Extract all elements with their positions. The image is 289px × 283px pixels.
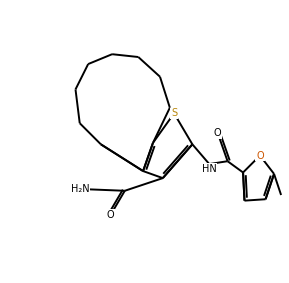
Text: HN: HN <box>202 164 217 174</box>
Text: H₂N: H₂N <box>71 184 90 194</box>
Text: O: O <box>214 128 222 138</box>
Text: S: S <box>171 108 177 118</box>
Text: O: O <box>107 210 114 220</box>
Text: O: O <box>256 151 264 160</box>
